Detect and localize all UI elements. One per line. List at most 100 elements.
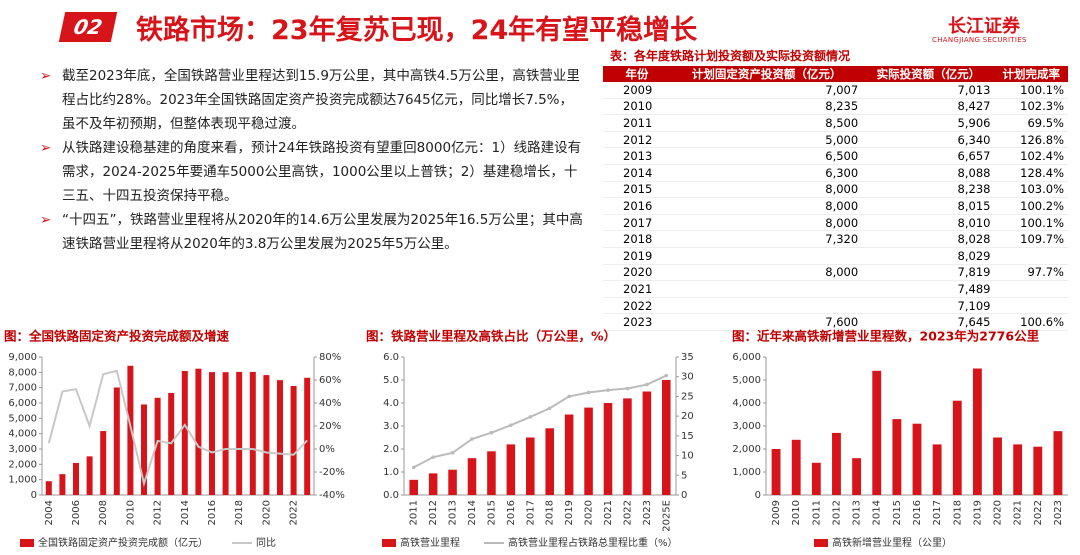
y-tick-label: 2.0 xyxy=(383,444,399,455)
cell: 7,489 xyxy=(862,280,995,298)
cell xyxy=(994,247,1068,265)
bar xyxy=(545,428,554,495)
point xyxy=(431,455,435,459)
bar xyxy=(409,479,418,495)
row: 2022 7,109 xyxy=(603,297,1068,315)
bar xyxy=(872,370,882,495)
cell: 102.4% xyxy=(994,147,1068,165)
x-tick-label: 2022 xyxy=(622,500,633,525)
title: 铁路市场：23年复苏已现，24年有望平稳增长 xyxy=(136,15,698,46)
x-tick-label: 2019 xyxy=(564,500,575,525)
bar xyxy=(290,385,297,495)
y-tick-label: 4.0 xyxy=(383,398,399,409)
line xyxy=(47,369,308,488)
bullet: “十四五”，铁路营业里程将从2020年的14.6万公里发展为2025年16.5万… xyxy=(40,208,585,256)
cell: 7,600 xyxy=(671,313,863,331)
row: 2020 8,000 7,819 97.7% xyxy=(603,264,1068,282)
y-tick-label: 4,000 xyxy=(8,429,37,440)
bar xyxy=(791,439,801,495)
point xyxy=(645,382,649,387)
cell: 2012 xyxy=(603,131,672,149)
cell: 8,000 xyxy=(671,181,863,199)
logo-en: CHANGJIANG SECURITIES xyxy=(932,36,1027,44)
cell: 2014 xyxy=(603,164,672,182)
header-cell: 实际投资额（亿元） xyxy=(862,66,995,82)
y2-tick-label: -40% xyxy=(319,490,345,501)
y-tick-label: 2,000 xyxy=(8,459,37,470)
y2-tick-label: 20 xyxy=(681,411,694,422)
cell: 7,819 xyxy=(862,264,995,282)
y2-tick-label: 40% xyxy=(319,398,341,409)
bullet: 截至2023年底，全国铁路营业里程达到15.9万公里，其中高铁4.5万公里，高铁… xyxy=(40,64,585,136)
row: 2010 8,235 8,427 102.3% xyxy=(603,98,1068,116)
x-tick-label: 2012 xyxy=(428,500,439,525)
row: 2015 8,000 8,238 103.0% xyxy=(603,181,1068,199)
cell: 2015 xyxy=(603,181,672,199)
bar xyxy=(487,451,496,495)
x-tick-label: 2011 xyxy=(811,500,822,525)
bar xyxy=(771,449,781,495)
bar xyxy=(127,365,134,495)
x-tick-label: 2014 xyxy=(872,500,883,525)
cell: 8,000 xyxy=(671,214,863,232)
y-tick-label: 6,000 xyxy=(8,398,37,409)
cell: 2021 xyxy=(603,280,672,298)
point xyxy=(411,465,416,470)
header-cell: 计划完成率 xyxy=(994,66,1068,82)
legend-label: 全国铁路固定资产投资完成额（亿元） xyxy=(38,536,208,549)
row: 2023 7,600 7,645 100.6% xyxy=(603,313,1068,331)
cell: 6,300 xyxy=(671,164,863,182)
x-tick-label: 2014 xyxy=(180,500,191,525)
x-tick-label: 2018 xyxy=(952,500,963,525)
cell: 8,000 xyxy=(671,197,863,215)
bar xyxy=(662,380,671,495)
x-tick-label: 2019 xyxy=(972,500,983,525)
cell: 6,657 xyxy=(862,147,995,165)
point xyxy=(567,394,571,399)
cell: 2019 xyxy=(603,247,672,265)
bar xyxy=(263,375,270,495)
cell: 100.2% xyxy=(994,197,1068,215)
bullet: 从铁路建设稳基建的角度来看，预计24年铁路投资有望重回8000亿元：1）线路建设… xyxy=(40,136,585,208)
bar xyxy=(811,462,821,495)
bar xyxy=(448,469,457,495)
cell: 8,088 xyxy=(862,164,995,182)
cell: 8,029 xyxy=(862,247,995,265)
cell: 109.7% xyxy=(994,230,1068,248)
x-tick-label: 2008 xyxy=(98,500,109,525)
y2-tick-label: 80% xyxy=(319,352,341,363)
point xyxy=(586,390,591,395)
cell: 100.1% xyxy=(994,214,1068,232)
bar xyxy=(564,414,574,495)
bar xyxy=(526,437,535,495)
cell: 97.7% xyxy=(994,264,1068,282)
y2-tick-label: 30 xyxy=(681,372,694,383)
cell: 8,427 xyxy=(862,98,995,116)
cell: 2018 xyxy=(603,230,672,248)
bar xyxy=(952,400,962,495)
row: 2014 6,300 8,088 128.4% xyxy=(603,164,1068,182)
x-tick-label: 2023 xyxy=(1053,500,1064,525)
x-tick-label: 2010 xyxy=(791,500,802,525)
logo: 长江证券 xyxy=(948,16,1020,37)
bar xyxy=(1053,431,1063,495)
bar xyxy=(972,368,982,495)
x-tick-label: 2011 xyxy=(409,500,420,525)
cell xyxy=(994,297,1068,315)
bar xyxy=(1033,446,1043,495)
point xyxy=(470,437,474,441)
cell: 7,109 xyxy=(862,297,995,315)
point xyxy=(664,373,669,378)
y-tick-label: 3,000 xyxy=(732,421,761,432)
chart: 图：近年来高铁新增营业里程数，2023年为2776公里 0 1,000 2,000 3,… xyxy=(732,329,1068,549)
y-tick-label: 5,000 xyxy=(732,375,761,386)
bar xyxy=(993,437,1002,495)
legend-label: 同比 xyxy=(256,537,276,549)
cell xyxy=(671,297,863,315)
row: 2017 8,000 8,010 100.1% xyxy=(603,214,1068,232)
x-tick-label: 2012 xyxy=(153,500,164,525)
y-tick-label: 3,000 xyxy=(8,444,37,455)
y2-tick-label: 15 xyxy=(681,431,694,442)
y2-tick-label: -20% xyxy=(319,467,345,478)
x-tick-label: 2013 xyxy=(852,500,863,525)
